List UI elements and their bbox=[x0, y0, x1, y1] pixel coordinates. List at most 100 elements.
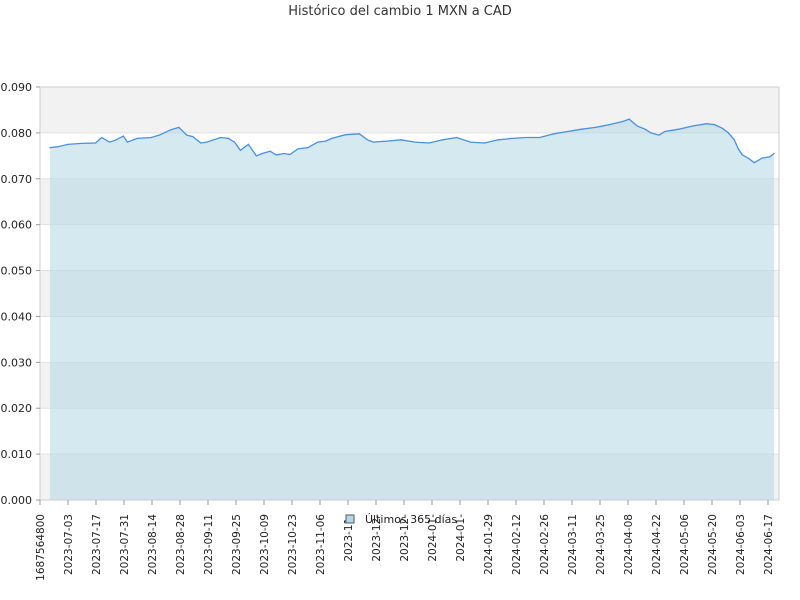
data-point bbox=[721, 127, 724, 129]
x-tick-label: 2024-03-25 bbox=[595, 514, 607, 575]
data-point bbox=[442, 139, 444, 141]
legend-swatch[interactable] bbox=[345, 514, 355, 524]
x-tick-label: 2023-07-31 bbox=[119, 514, 131, 575]
plot-area bbox=[39, 86, 780, 501]
data-point bbox=[114, 139, 117, 141]
x-tick-label: 2024-04-22 bbox=[651, 514, 663, 575]
legend[interactable]: Últimos 365 días bbox=[345, 513, 457, 526]
data-point bbox=[67, 143, 69, 145]
data-point bbox=[297, 148, 299, 150]
x-tick-label: 2024-01- bbox=[427, 514, 439, 562]
data-point bbox=[283, 152, 285, 155]
chart-title: Histórico del cambio 1 MXN a CAD bbox=[288, 4, 512, 19]
data-point bbox=[769, 156, 771, 158]
data-point bbox=[219, 136, 222, 139]
y-tick-label: 0.020 bbox=[1, 402, 33, 415]
data-point bbox=[372, 141, 374, 143]
data-point bbox=[636, 125, 638, 127]
data-point bbox=[233, 141, 236, 143]
data-point bbox=[553, 133, 555, 135]
x-tick-label: 2023-12- bbox=[399, 514, 411, 562]
x-tick-label: 2024-04-08 bbox=[623, 514, 635, 575]
data-point bbox=[567, 130, 569, 133]
data-point bbox=[644, 128, 646, 130]
data-point bbox=[227, 137, 230, 139]
data-point bbox=[400, 139, 402, 141]
data-point bbox=[741, 154, 743, 156]
data-point bbox=[255, 155, 257, 157]
data-point bbox=[108, 141, 111, 143]
data-point bbox=[747, 157, 749, 159]
data-point bbox=[428, 142, 430, 144]
x-tick-label: 2023-09-25 bbox=[231, 514, 243, 575]
data-point bbox=[525, 136, 527, 139]
data-point bbox=[239, 149, 242, 151]
x-tick-label: 2023-08-28 bbox=[175, 514, 187, 575]
data-point bbox=[483, 142, 485, 144]
data-point bbox=[344, 134, 347, 136]
grid-band bbox=[40, 87, 779, 133]
x-tick-label: 2024-02-26 bbox=[539, 514, 551, 575]
data-point bbox=[628, 118, 630, 120]
x-tick-label: 1687564800 bbox=[35, 514, 47, 581]
data-point bbox=[469, 141, 472, 143]
data-point bbox=[737, 148, 739, 150]
data-point bbox=[580, 128, 583, 130]
data-point bbox=[386, 140, 388, 142]
y-tick-label: 0.090 bbox=[1, 81, 33, 94]
data-point bbox=[705, 123, 708, 125]
data-point bbox=[57, 146, 59, 148]
x-tick-label: 2023-11-06 bbox=[315, 514, 327, 575]
data-point bbox=[126, 141, 128, 143]
data-point bbox=[331, 137, 333, 139]
data-point bbox=[594, 126, 597, 128]
data-point bbox=[608, 124, 610, 126]
x-tick-label: 2024-01-29 bbox=[483, 514, 495, 575]
x-tick-label: 2024-01- bbox=[455, 514, 467, 562]
data-point bbox=[49, 146, 51, 149]
series-points bbox=[49, 118, 775, 164]
x-tick-label: 2023-09-11 bbox=[203, 514, 215, 575]
data-point bbox=[95, 142, 97, 144]
x-tick-label: 2024-02-12 bbox=[511, 514, 523, 575]
data-point bbox=[456, 136, 458, 139]
data-point bbox=[650, 132, 652, 134]
data-point bbox=[178, 126, 180, 128]
data-point bbox=[136, 137, 138, 139]
data-point bbox=[511, 137, 513, 139]
data-point bbox=[678, 128, 680, 130]
data-point bbox=[773, 152, 775, 155]
data-point bbox=[275, 154, 277, 156]
legend-label[interactable]: Últimos 365 días bbox=[365, 513, 457, 526]
x-tick-label: 2023-10-23 bbox=[287, 514, 299, 575]
x-tick-label: 2023-10-09 bbox=[259, 514, 271, 575]
data-point bbox=[622, 120, 624, 123]
y-tick-label: 0.070 bbox=[1, 173, 33, 186]
x-tick-label: 2024-06-03 bbox=[735, 514, 747, 575]
x-tick-label: 2023-11- bbox=[343, 514, 355, 562]
x-tick-label: 2024-03-11 bbox=[567, 514, 579, 575]
x-tick-label: 2023-08-14 bbox=[147, 514, 159, 575]
data-point bbox=[269, 150, 271, 152]
data-point bbox=[366, 139, 368, 141]
data-point bbox=[753, 162, 755, 164]
x-tick-label: 2024-05-06 bbox=[679, 514, 691, 575]
data-point bbox=[761, 157, 763, 159]
y-tick-label: 0.080 bbox=[1, 127, 33, 140]
data-point bbox=[206, 141, 208, 143]
data-point bbox=[100, 136, 103, 139]
data-point bbox=[81, 142, 83, 145]
data-point bbox=[170, 129, 172, 131]
y-tick-label: 0.060 bbox=[1, 219, 33, 232]
data-point bbox=[539, 136, 541, 139]
y-tick-label: 0.010 bbox=[1, 448, 33, 461]
data-point bbox=[713, 124, 716, 126]
x-tick-label: 2023-07-17 bbox=[91, 514, 103, 575]
data-point bbox=[325, 140, 327, 142]
data-point bbox=[733, 139, 735, 141]
data-point bbox=[307, 146, 309, 149]
data-point bbox=[158, 134, 160, 136]
data-point bbox=[414, 141, 416, 143]
y-axis: 0.000 0.010 0.020 0.030 0.040 0.050 0.060 0.070… bbox=[1, 81, 40, 507]
